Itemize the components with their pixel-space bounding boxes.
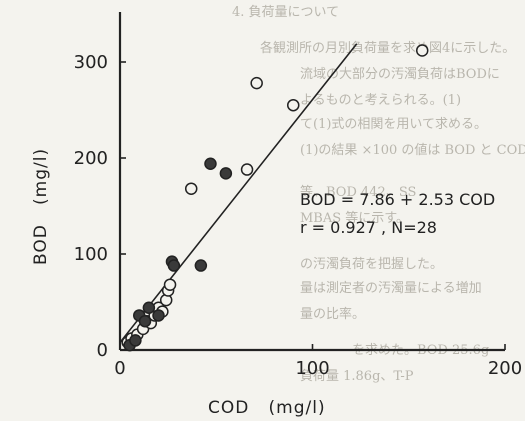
background-text-line: よるものと考えられる。(1) bbox=[300, 93, 461, 108]
open-data-point bbox=[415, 44, 429, 57]
regression-equation: BOD = 7.86 + 2.53 COD bbox=[300, 190, 495, 209]
background-text-line: (1)の結果 ×100 の値は BOD と COD bbox=[300, 142, 525, 158]
background-text-line: 4. 負荷量について bbox=[232, 5, 339, 20]
background-text-line: 各観測所の月別負荷量を求め図4に示した。 bbox=[260, 40, 515, 56]
y-tick-label: 100 bbox=[74, 244, 108, 265]
filled-data-point bbox=[138, 314, 152, 328]
background-text-line: て(1)式の相関を用いて求める。 bbox=[300, 117, 487, 132]
background-text-line: 負荷量 1.86g、T-P bbox=[300, 369, 414, 384]
filled-data-point bbox=[167, 259, 181, 272]
y-axis-label: BOD (mg/l) bbox=[31, 148, 51, 265]
y-tick-label: 200 bbox=[74, 148, 108, 169]
data-points bbox=[121, 44, 429, 352]
x-tick-label: 200 bbox=[488, 358, 522, 379]
open-data-point bbox=[240, 163, 254, 176]
x-tick-label: 100 bbox=[295, 358, 329, 379]
filled-data-point bbox=[142, 301, 156, 315]
x-axis-label: COD (mg/l) bbox=[208, 398, 326, 418]
filled-data-point bbox=[219, 167, 233, 180]
background-page-text: 4. 負荷量について各観測所の月別負荷量を求め図4に示した。流域の大部分の汚濁負… bbox=[232, 5, 525, 384]
filled-data-point bbox=[152, 309, 165, 322]
background-text-line: MBAS 等に示す。 bbox=[300, 210, 409, 226]
open-data-point bbox=[163, 278, 177, 291]
regression-line-layer bbox=[119, 43, 358, 343]
y-tick-label: 0 bbox=[97, 340, 108, 361]
open-data-point bbox=[184, 182, 198, 195]
filled-data-point bbox=[194, 259, 208, 272]
open-data-point bbox=[250, 76, 263, 90]
correlation-stats: r = 0.927 , N=28 bbox=[300, 218, 437, 237]
background-text-line: 等、BOD 442、SS bbox=[300, 184, 416, 200]
axis-ticks: 0 100 200 300 0 100 200 bbox=[74, 52, 523, 379]
filled-data-point bbox=[129, 334, 142, 347]
background-text-line: の汚濁負荷を把握した。 bbox=[300, 256, 443, 272]
x-tick-label: 0 bbox=[114, 358, 125, 379]
y-tick-label: 300 bbox=[74, 52, 108, 73]
regression-line bbox=[119, 43, 358, 343]
open-data-point bbox=[287, 98, 300, 112]
background-text-line: 流域の大部分の汚濁負荷はBODに bbox=[300, 66, 500, 82]
filled-data-point bbox=[204, 157, 217, 171]
background-text-line: 量の比率。 bbox=[300, 306, 365, 322]
axes bbox=[118, 12, 505, 352]
background-text-line: 量は測定者の汚濁量による増加 bbox=[300, 280, 482, 296]
